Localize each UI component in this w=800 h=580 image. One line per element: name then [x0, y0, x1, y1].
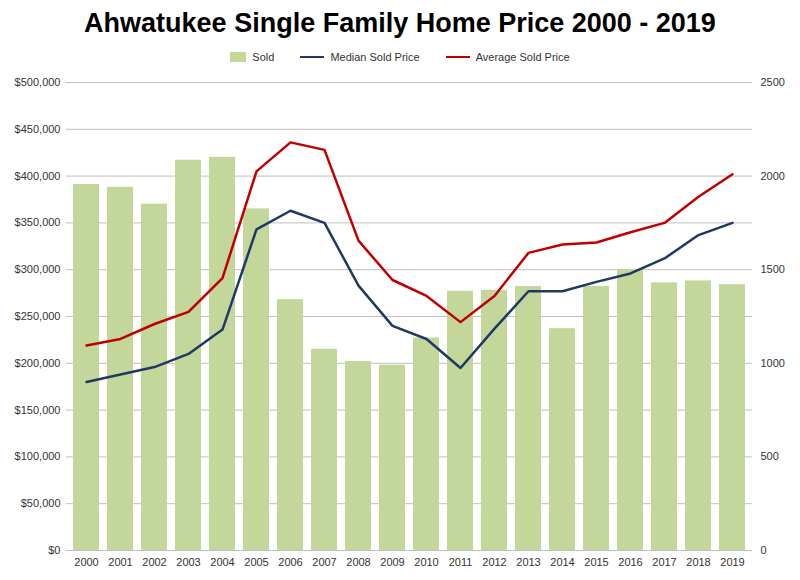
svg-text:2014: 2014: [550, 556, 574, 568]
svg-text:500: 500: [761, 450, 779, 462]
svg-text:$100,000: $100,000: [15, 450, 61, 462]
svg-text:$200,000: $200,000: [15, 357, 61, 369]
html-text:Median Sold Price: Median Sold Price: [330, 51, 420, 63]
svg-text:2002: 2002: [142, 556, 166, 568]
svg-text:2017: 2017: [652, 556, 676, 568]
svg-text:2009: 2009: [380, 556, 404, 568]
svg-text:2004: 2004: [210, 556, 234, 568]
svg-text:2005: 2005: [244, 556, 268, 568]
svg-text:0: 0: [761, 544, 767, 556]
svg-text:2018: 2018: [686, 556, 710, 568]
svg-text:2011: 2011: [449, 556, 473, 568]
svg-text:$400,000: $400,000: [15, 170, 61, 182]
svg-text:2010: 2010: [414, 556, 438, 568]
svg-text:2007: 2007: [312, 556, 336, 568]
svg-text:2000: 2000: [761, 170, 785, 182]
svg-text:$0: $0: [48, 544, 60, 556]
html-text:Average Sold Price: Average Sold Price: [475, 51, 570, 63]
svg-text:$350,000: $350,000: [15, 216, 61, 228]
svg-text:2013: 2013: [516, 556, 540, 568]
html-text:Ahwatukee Single Family Home P: Ahwatukee Single Family Home Price 2000 …: [84, 8, 716, 38]
svg-text:2012: 2012: [482, 556, 506, 568]
svg-text:$50,000: $50,000: [21, 497, 61, 509]
svg-text:2006: 2006: [278, 556, 302, 568]
svg-text:$150,000: $150,000: [15, 404, 61, 416]
svg-text:$450,000: $450,000: [15, 123, 61, 135]
svg-text:$250,000: $250,000: [15, 310, 61, 322]
svg-text:1000: 1000: [761, 357, 785, 369]
svg-text:2003: 2003: [176, 556, 200, 568]
svg-text:2016: 2016: [618, 556, 642, 568]
svg-text:$300,000: $300,000: [15, 263, 61, 275]
svg-text:$500,000: $500,000: [15, 76, 61, 88]
svg-text:2019: 2019: [720, 556, 744, 568]
svg-text:2015: 2015: [584, 556, 608, 568]
svg-text:2001: 2001: [108, 556, 132, 568]
svg-text:2500: 2500: [761, 76, 785, 88]
svg-text:2000: 2000: [74, 556, 98, 568]
svg-text:1500: 1500: [761, 263, 785, 275]
svg-text:2008: 2008: [346, 556, 370, 568]
html-text:Sold: Sold: [252, 51, 275, 63]
